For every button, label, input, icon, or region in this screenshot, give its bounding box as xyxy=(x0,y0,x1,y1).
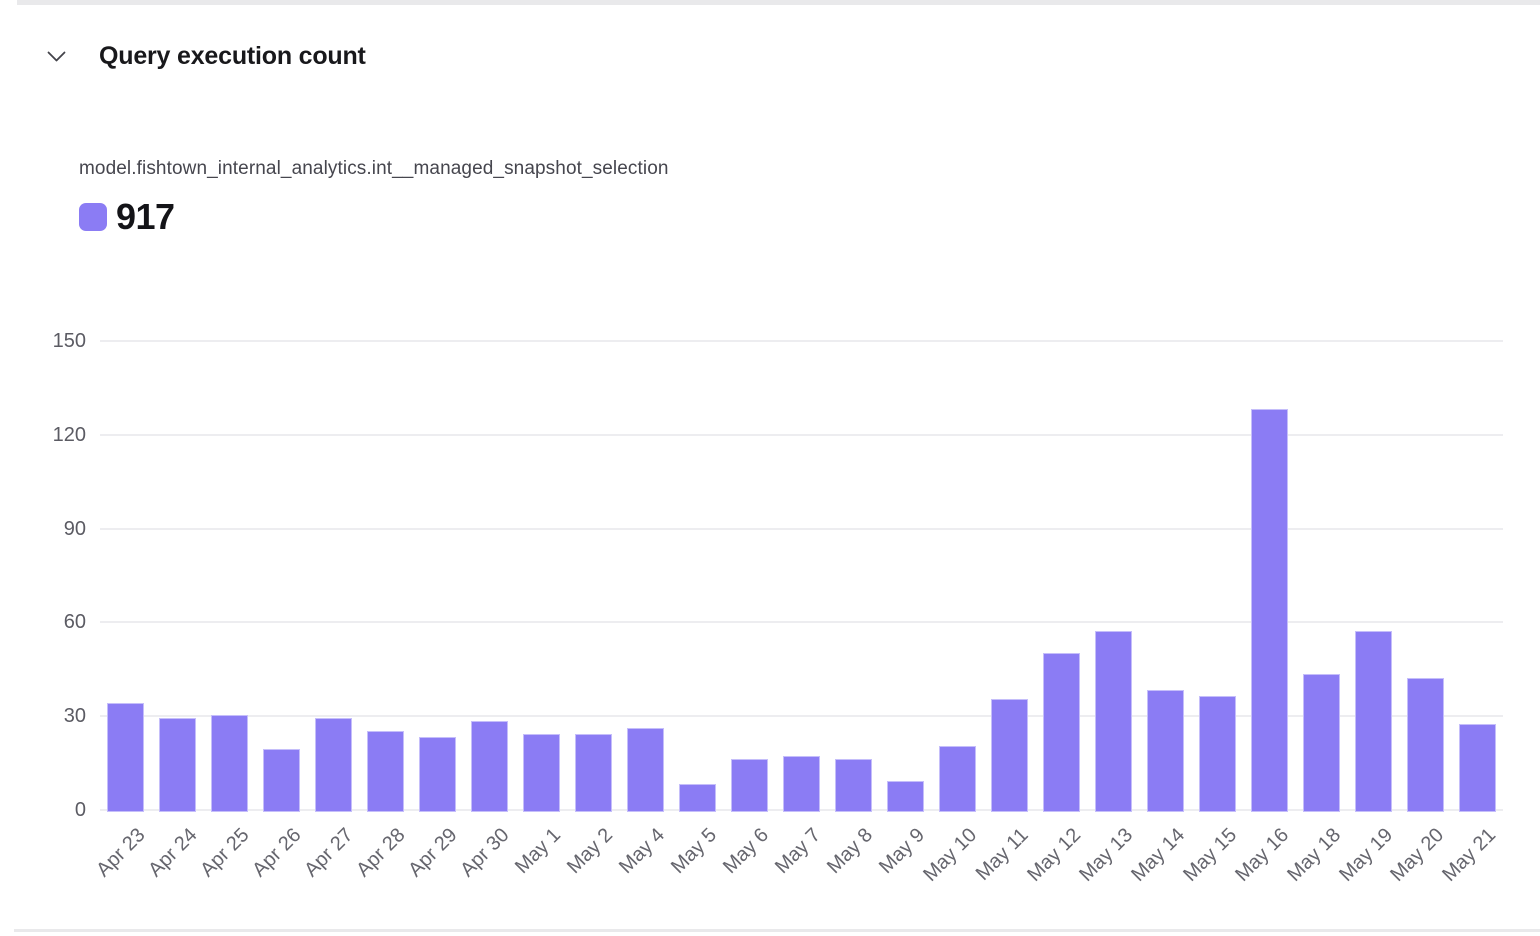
y-axis-label-150: 150 xyxy=(52,330,86,352)
bar-apr-29[interactable] xyxy=(419,736,457,812)
bar-apr-24[interactable] xyxy=(159,718,197,812)
bar-may-15[interactable] xyxy=(1198,696,1236,812)
y-axis-label-60: 60 xyxy=(63,611,86,634)
panel-title: Query execution count xyxy=(99,42,366,70)
x-axis-label-may-12: May 12 xyxy=(1022,824,1085,886)
x-axis-label-may-13: May 13 xyxy=(1074,824,1137,886)
y-axis-label-90: 90 xyxy=(63,517,86,540)
x-axis-label-may-6: May 6 xyxy=(719,824,774,879)
x-axis-label-apr-26: Apr 26 xyxy=(248,824,306,882)
bar-apr-30[interactable] xyxy=(471,721,509,812)
y-axis-label-30: 30 xyxy=(63,705,86,728)
bar-may-20[interactable] xyxy=(1406,677,1444,812)
bar-apr-27[interactable] xyxy=(315,718,353,812)
gridline-60 xyxy=(100,621,1503,624)
bar-may-4[interactable] xyxy=(627,727,665,812)
gridline-120 xyxy=(100,433,1503,436)
bar-apr-25[interactable] xyxy=(211,715,249,812)
x-axis-label-may-8: May 8 xyxy=(822,824,878,879)
bar-may-19[interactable] xyxy=(1354,630,1392,812)
legend-swatch xyxy=(79,203,107,231)
x-axis-label-apr-28: Apr 28 xyxy=(352,824,410,882)
chevron-down-icon[interactable] xyxy=(45,46,67,68)
bottom-divider xyxy=(14,929,1540,932)
x-axis-label-may-16: May 16 xyxy=(1230,824,1293,886)
y-axis-label-120: 120 xyxy=(52,423,86,446)
x-axis-label-may-21: May 21 xyxy=(1438,824,1501,886)
bar-may-18[interactable] xyxy=(1302,674,1340,812)
top-divider xyxy=(17,0,1540,5)
x-axis-label-may-1: May 1 xyxy=(511,824,566,879)
bar-may-7[interactable] xyxy=(783,755,820,812)
x-axis-label-apr-30: Apr 30 xyxy=(456,824,514,882)
x-axis-label-may-7: May 7 xyxy=(770,824,826,879)
x-axis-label-may-11: May 11 xyxy=(972,824,1033,885)
bar-apr-28[interactable] xyxy=(367,730,405,812)
x-axis-label-may-15: May 15 xyxy=(1178,824,1241,886)
gridline-90 xyxy=(100,527,1503,530)
bar-may-10[interactable] xyxy=(938,746,976,812)
bar-may-1[interactable] xyxy=(523,733,561,812)
x-axis-label-apr-27: Apr 27 xyxy=(300,824,358,882)
bar-may-21[interactable] xyxy=(1458,724,1496,812)
x-axis-label-may-18: May 18 xyxy=(1282,824,1345,886)
x-axis-label-may-4: May 4 xyxy=(615,824,670,879)
x-axis-label-apr-25: Apr 25 xyxy=(196,824,254,882)
legend-series-name: model.fishtown_internal_analytics.int__m… xyxy=(79,158,669,179)
x-axis-label-apr-29: Apr 29 xyxy=(404,824,462,882)
bar-apr-23[interactable] xyxy=(107,702,145,812)
bar-may-8[interactable] xyxy=(834,758,872,812)
bar-may-13[interactable] xyxy=(1094,630,1132,812)
x-axis-label-may-10: May 10 xyxy=(919,824,981,886)
panel-header: Query execution count xyxy=(45,40,366,70)
bar-may-5[interactable] xyxy=(679,783,717,812)
bar-may-9[interactable] xyxy=(886,780,924,812)
bar-may-11[interactable] xyxy=(990,699,1028,812)
legend-total-value: 917 xyxy=(116,196,175,237)
gridline-150 xyxy=(100,340,1503,342)
x-axis-label-may-5: May 5 xyxy=(667,824,722,879)
x-axis-label-may-14: May 14 xyxy=(1126,824,1189,886)
x-axis-label-may-19: May 19 xyxy=(1334,824,1397,886)
bar-may-12[interactable] xyxy=(1042,652,1080,812)
x-axis-label-may-2: May 2 xyxy=(563,824,618,879)
x-axis-label-may-20: May 20 xyxy=(1386,824,1449,886)
bar-may-6[interactable] xyxy=(731,758,769,812)
bar-may-16[interactable] xyxy=(1250,408,1288,812)
bar-apr-26[interactable] xyxy=(263,749,301,812)
bar-may-2[interactable] xyxy=(575,733,613,812)
legend-item[interactable]: 917 xyxy=(79,196,175,237)
x-axis-label-apr-24: Apr 24 xyxy=(144,824,202,882)
gridline-30 xyxy=(100,715,1503,718)
x-axis-label-apr-23: Apr 23 xyxy=(92,824,150,882)
bar-may-14[interactable] xyxy=(1146,690,1184,812)
y-axis-label-0: 0 xyxy=(74,799,86,821)
